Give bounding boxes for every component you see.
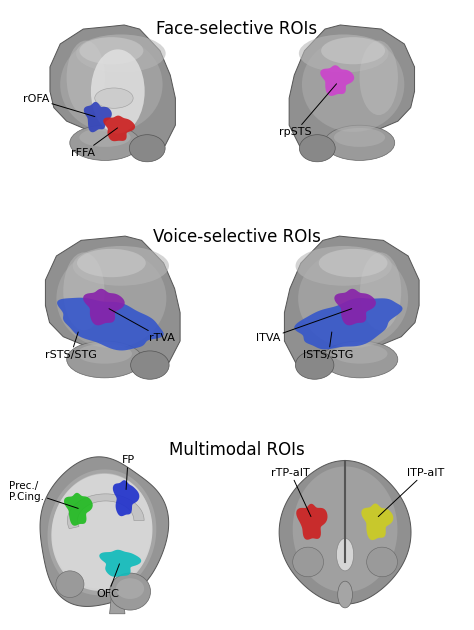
Ellipse shape (67, 341, 142, 378)
Ellipse shape (296, 246, 392, 286)
Text: Multimodal ROIs: Multimodal ROIs (169, 441, 305, 459)
Polygon shape (46, 236, 180, 374)
Polygon shape (294, 298, 402, 350)
Polygon shape (334, 289, 376, 325)
Ellipse shape (319, 249, 387, 277)
Ellipse shape (95, 88, 133, 108)
Text: Voice-selective ROIs: Voice-selective ROIs (153, 228, 321, 246)
Text: rSTS/STG: rSTS/STG (45, 332, 97, 360)
Polygon shape (109, 588, 125, 614)
Text: Face-selective ROIs: Face-selective ROIs (156, 20, 318, 38)
Text: rTVA: rTVA (109, 309, 175, 343)
Polygon shape (83, 289, 125, 325)
Ellipse shape (324, 125, 395, 161)
Text: lTP-aIT: lTP-aIT (378, 467, 444, 517)
Ellipse shape (109, 573, 151, 610)
Polygon shape (103, 115, 135, 141)
Polygon shape (293, 466, 397, 592)
Polygon shape (67, 494, 144, 529)
Polygon shape (52, 473, 152, 588)
Ellipse shape (63, 253, 104, 330)
Ellipse shape (76, 35, 166, 72)
Ellipse shape (334, 128, 385, 147)
Polygon shape (84, 102, 112, 132)
Ellipse shape (79, 37, 143, 64)
Polygon shape (50, 25, 175, 156)
Ellipse shape (131, 351, 169, 379)
Polygon shape (51, 474, 153, 591)
Polygon shape (284, 236, 419, 374)
Text: lSTS/STG: lSTS/STG (303, 332, 354, 360)
Ellipse shape (337, 581, 353, 608)
Text: rOFA: rOFA (23, 94, 95, 117)
Ellipse shape (116, 578, 144, 599)
Ellipse shape (293, 547, 323, 577)
Ellipse shape (321, 37, 385, 64)
Text: rFFA: rFFA (71, 128, 118, 158)
Polygon shape (113, 480, 139, 516)
Ellipse shape (359, 40, 398, 115)
Ellipse shape (91, 49, 145, 134)
Ellipse shape (66, 40, 105, 115)
Ellipse shape (332, 344, 387, 364)
Ellipse shape (56, 571, 84, 597)
Polygon shape (40, 457, 169, 607)
Text: rpSTS: rpSTS (279, 84, 337, 137)
Ellipse shape (77, 249, 146, 277)
Text: lTVA: lTVA (256, 309, 352, 343)
Polygon shape (99, 550, 141, 577)
Ellipse shape (70, 125, 140, 161)
Ellipse shape (295, 351, 334, 379)
Polygon shape (64, 493, 93, 526)
Ellipse shape (129, 135, 165, 162)
Polygon shape (320, 66, 354, 96)
Ellipse shape (367, 547, 397, 577)
Ellipse shape (73, 246, 169, 286)
Ellipse shape (79, 128, 130, 147)
Ellipse shape (56, 249, 166, 348)
Polygon shape (296, 504, 328, 540)
Ellipse shape (300, 135, 335, 162)
Ellipse shape (60, 37, 163, 132)
Ellipse shape (77, 344, 132, 364)
Ellipse shape (322, 341, 398, 378)
Polygon shape (289, 25, 415, 156)
Polygon shape (57, 298, 164, 350)
Text: OFC: OFC (97, 564, 119, 599)
Polygon shape (47, 469, 156, 595)
Ellipse shape (299, 35, 388, 72)
Text: Prec./
P.Cing.: Prec./ P.Cing. (9, 481, 78, 508)
Text: rTP-aIT: rTP-aIT (271, 467, 311, 517)
Polygon shape (279, 461, 411, 604)
Ellipse shape (337, 538, 354, 571)
Polygon shape (361, 503, 393, 540)
Ellipse shape (298, 249, 408, 348)
Text: FP: FP (121, 455, 135, 490)
Ellipse shape (302, 37, 404, 132)
Ellipse shape (360, 253, 401, 330)
